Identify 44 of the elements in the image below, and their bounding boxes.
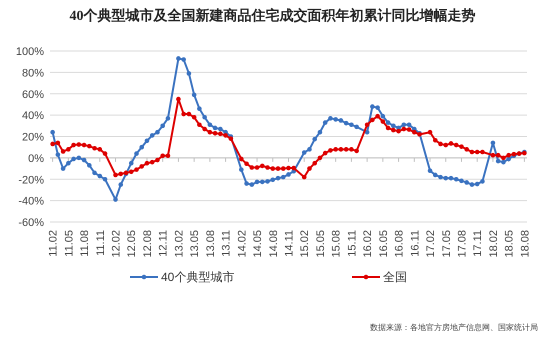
y-tick-label: -60% bbox=[18, 217, 44, 229]
x-tick-label: 17.05 bbox=[440, 230, 453, 258]
x-tick-label: 18.02 bbox=[488, 230, 500, 258]
x-tick-label: 13.02 bbox=[173, 230, 186, 258]
x-tick-label: 14.08 bbox=[268, 230, 280, 258]
x-tick-label: 11.02 bbox=[48, 230, 60, 257]
y-tick-label: 40% bbox=[22, 110, 44, 122]
x-tick-label: 11.11 bbox=[94, 230, 107, 256]
x-tick-label: 13.08 bbox=[204, 230, 217, 258]
x-tick-label: 14.05 bbox=[252, 230, 264, 258]
legend-label: 全国 bbox=[383, 270, 407, 284]
chart-title: 40个典型城市及全国新建商品住宅成交面积年初累计同比增幅走势 bbox=[70, 7, 476, 24]
x-tick-label: 16.02 bbox=[362, 230, 374, 258]
x-tick-label: 15.11 bbox=[346, 230, 358, 257]
x-tick-label: 16.05 bbox=[378, 230, 390, 258]
source-note: 数据来源：各地官方房地产信息网、国家统计局 bbox=[370, 323, 538, 332]
x-tick-label: 17.02 bbox=[425, 230, 438, 258]
x-tick-label: 15.08 bbox=[330, 230, 343, 258]
x-tick-label: 16.08 bbox=[394, 230, 406, 258]
x-tick-label: 17.08 bbox=[456, 230, 468, 258]
y-tick-label: 60% bbox=[22, 88, 44, 101]
x-tick-label: 17.11 bbox=[472, 230, 484, 257]
x-tick-label: 14.02 bbox=[236, 230, 248, 258]
y-tick-label: -20% bbox=[18, 174, 44, 186]
legend-label: 40个典型城市 bbox=[161, 270, 234, 284]
x-tick-label: 15.05 bbox=[314, 230, 327, 258]
x-tick-label: 11.05 bbox=[63, 230, 76, 257]
y-tick-label: 80% bbox=[22, 67, 44, 80]
x-tick-label: 12.05 bbox=[126, 230, 138, 258]
x-tick-label: 12.08 bbox=[142, 230, 154, 258]
x-tick-label: 14.11 bbox=[284, 230, 296, 257]
x-tick-label: 12.02 bbox=[110, 230, 123, 258]
x-tick-label: 16.11 bbox=[409, 230, 422, 257]
y-tick-label: -40% bbox=[18, 196, 44, 208]
y-tick-label: 20% bbox=[22, 132, 44, 144]
x-tick-label: 11.08 bbox=[79, 230, 92, 257]
y-tick-label: 100% bbox=[16, 46, 44, 58]
x-tick-label: 13.11 bbox=[220, 230, 233, 257]
x-tick-label: 12.11 bbox=[158, 230, 170, 257]
x-tick-label: 13.05 bbox=[189, 230, 202, 258]
x-tick-label: 18.05 bbox=[504, 230, 516, 258]
x-tick-label: 15.02 bbox=[299, 230, 312, 258]
x-tick-label: 18.08 bbox=[519, 230, 532, 258]
y-tick-label: 0% bbox=[28, 152, 44, 165]
